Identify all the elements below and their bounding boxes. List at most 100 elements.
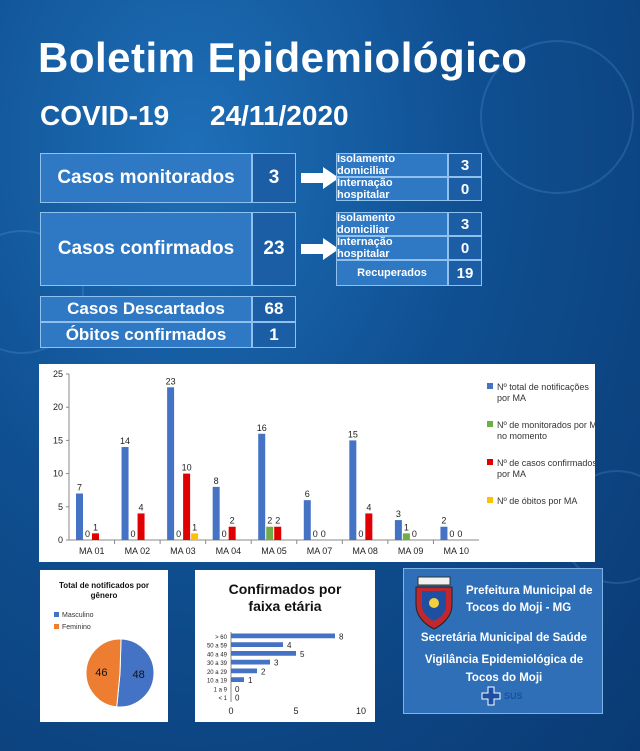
data-label: 0 xyxy=(412,529,417,539)
institution-panel: Prefeitura Municipal de Tocos do Moji - … xyxy=(403,568,603,714)
age-category-label: > 60 xyxy=(215,635,228,641)
bar xyxy=(76,493,83,540)
bulletin-date: 24/11/2020 xyxy=(210,100,349,131)
data-label: 15 xyxy=(348,429,358,439)
data-label: 23 xyxy=(166,376,176,386)
footer-line-2: Tocos do Moji - MG xyxy=(466,602,572,614)
age-value-label: 1 xyxy=(248,676,253,685)
confirmados-internacao-value: 0 xyxy=(448,236,482,260)
age-chart-title: faixa etária xyxy=(248,598,321,614)
y-tick-label: 20 xyxy=(53,402,63,412)
age-category-label: 1 a 9 xyxy=(214,687,228,693)
confirmados-value: 23 xyxy=(252,212,296,286)
y-tick-label: 15 xyxy=(53,435,63,445)
x-tick-label: MA 10 xyxy=(443,546,469,556)
legend-label: Nº total de notificações xyxy=(497,382,589,392)
descartados-label: Casos Descartados xyxy=(40,296,252,322)
y-tick-label: 25 xyxy=(53,369,63,379)
x-tick-label: MA 03 xyxy=(170,546,196,556)
bar xyxy=(402,533,410,540)
age-category-label: 20 a 29 xyxy=(207,670,228,676)
monitorados-internacao-label: Internação hospitalar xyxy=(336,177,448,201)
y-tick-label: 5 xyxy=(58,502,63,512)
data-label: 0 xyxy=(85,529,90,539)
data-label: 2 xyxy=(267,516,272,526)
legend-swatch xyxy=(487,421,493,427)
data-label: 0 xyxy=(449,529,454,539)
data-label: 0 xyxy=(222,529,227,539)
arrow-right-icon xyxy=(301,238,339,260)
pie-legend-label: Feminino xyxy=(62,624,91,631)
legend-label: Nº de óbitos por MA xyxy=(497,496,577,506)
page-subtitle: COVID-19 xyxy=(40,100,170,131)
y-tick-label: 0 xyxy=(58,535,63,545)
bar xyxy=(167,387,175,540)
age-chart-title: Confirmados por xyxy=(229,581,342,597)
pie-slice xyxy=(116,638,155,708)
bar xyxy=(191,533,199,540)
monitorados-isolamento-value: 3 xyxy=(448,153,482,177)
recuperados-value: 19 xyxy=(448,260,482,286)
footer-line-1: Prefeitura Municipal de xyxy=(466,585,593,597)
legend-label: por MA xyxy=(497,469,526,479)
confirmados-label: Casos confirmados xyxy=(40,212,252,286)
legend-swatch xyxy=(487,459,493,465)
bar xyxy=(92,533,99,540)
data-label: 1 xyxy=(404,522,409,532)
age-chart-box: Confirmados por faixa etária 0 5 10 > 60 8 50 a… xyxy=(195,570,375,722)
age-value-label: 0 xyxy=(235,694,240,703)
age-value-label: 5 xyxy=(300,650,305,659)
descartados-value: 68 xyxy=(252,296,296,322)
data-label: 3 xyxy=(396,509,401,519)
data-label: 16 xyxy=(257,423,267,433)
age-bar xyxy=(231,668,257,674)
monitorados-value: 3 xyxy=(252,153,296,203)
pie-value-label: 46 xyxy=(95,667,107,679)
bar xyxy=(274,526,282,540)
footer-line-3: Secretária Municipal de Saúde xyxy=(420,632,588,644)
data-label: 1 xyxy=(93,522,98,532)
ma-bar-chart-box: 0 5 10 15 20 25 MA 01 7 0 1 MA 02 14 0 4 MA 03 23 0 10 1 MA… xyxy=(39,364,603,562)
x-tick-label: MA 08 xyxy=(352,546,378,556)
obitos-label: Óbitos confirmados xyxy=(40,322,252,348)
age-bar xyxy=(231,651,296,656)
x-tick-label: MA 05 xyxy=(261,546,287,556)
age-value-label: 4 xyxy=(287,641,292,650)
monitorados-internacao-value: 0 xyxy=(448,177,482,201)
age-value-label: 2 xyxy=(261,667,266,676)
pie-value-label: 48 xyxy=(133,669,145,681)
age-category-label: 30 a 39 xyxy=(207,661,228,667)
age-category-label: 10 a 19 xyxy=(207,679,228,685)
sus-logo-text: SUS xyxy=(504,691,523,701)
pie-title: gênero xyxy=(91,591,118,600)
bar xyxy=(266,526,274,540)
arrow-right-icon xyxy=(301,167,339,189)
gender-pie-box: Total de notificados por gênero Masculino F… xyxy=(40,570,168,722)
pie-legend-swatch xyxy=(54,612,59,617)
obitos-value: 1 xyxy=(252,322,296,348)
data-label: 4 xyxy=(139,502,144,512)
legend-swatch xyxy=(487,497,493,503)
age-bar xyxy=(231,659,270,665)
age-value-label: 0 xyxy=(235,685,240,694)
data-label: 0 xyxy=(358,529,363,539)
city-coat-of-arms-icon xyxy=(415,576,453,630)
legend-label: no momento xyxy=(497,431,547,441)
bar xyxy=(394,520,402,540)
sus-logo-icon: SUS xyxy=(481,686,523,706)
pie-slice xyxy=(85,638,122,708)
recuperados-label: Recuperados xyxy=(336,260,448,286)
bar xyxy=(212,486,220,540)
data-label: 0 xyxy=(176,529,181,539)
data-label: 1 xyxy=(192,522,197,532)
data-label: 0 xyxy=(321,529,326,539)
pie-legend-swatch xyxy=(54,624,59,629)
age-value-label: 8 xyxy=(339,632,344,641)
bar xyxy=(349,440,357,540)
bar xyxy=(303,500,311,540)
x-tick-label: 10 xyxy=(356,706,366,716)
data-label: 4 xyxy=(366,502,371,512)
data-label: 7 xyxy=(77,483,82,493)
